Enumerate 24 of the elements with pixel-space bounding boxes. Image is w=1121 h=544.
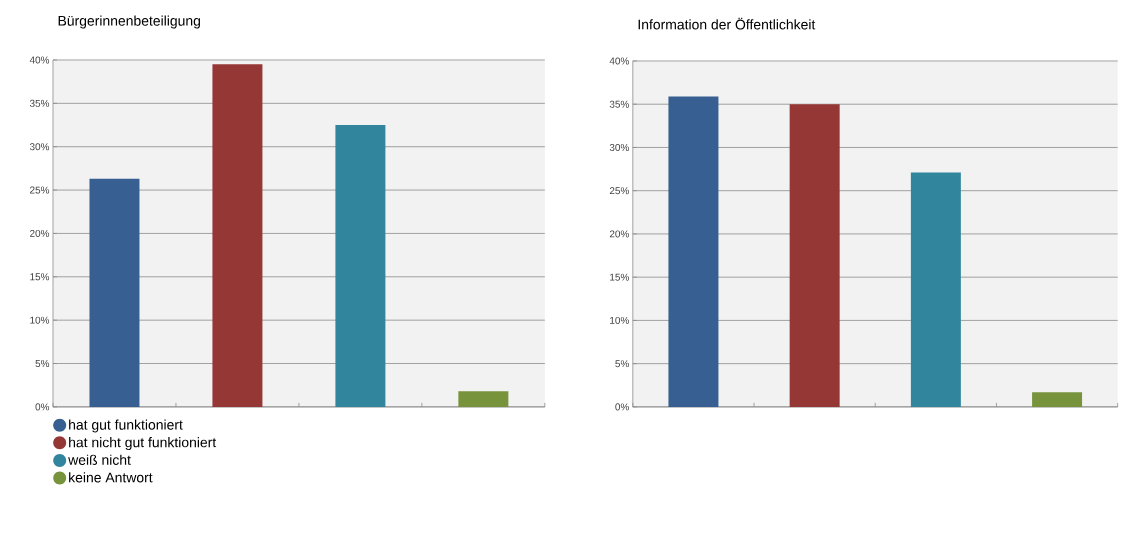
y-tick-label: 25%	[30, 186, 50, 194]
chart-title: Bürgerinnenbeteiligung	[58, 15, 200, 29]
y-tick-label: 35%	[29, 99, 50, 107]
y-tick-label: 40%	[609, 57, 629, 65]
y-tick-label: 10%	[610, 316, 629, 325]
y-tick-label: 20%	[609, 230, 629, 238]
y-tick-label: 15%	[610, 273, 629, 281]
legend-label: keine Antwort	[69, 472, 153, 483]
legend-label: hat gut funktioniert	[69, 419, 183, 433]
y-tick-label: 5%	[615, 360, 629, 368]
y-tick-label: 35%	[609, 100, 629, 108]
y-tick-label: 5%	[35, 360, 50, 368]
y-tick-label: 30%	[29, 143, 50, 151]
y-tick-label: 0%	[615, 403, 629, 411]
y-tick-label: 40%	[29, 56, 50, 64]
y-tick-label: 15%	[30, 273, 50, 281]
chart-title: Information der Öffentlichkeit	[638, 17, 816, 30]
y-tick-label: 25%	[609, 187, 629, 195]
y-tick-label: 10%	[30, 316, 50, 324]
y-tick-label: 0%	[35, 403, 50, 411]
legend-label: hat nicht gut funktioniert	[69, 437, 217, 451]
legend-label: weiß nicht	[68, 454, 131, 465]
y-tick-label: 30%	[609, 144, 629, 152]
y-tick-label: 20%	[30, 229, 50, 238]
